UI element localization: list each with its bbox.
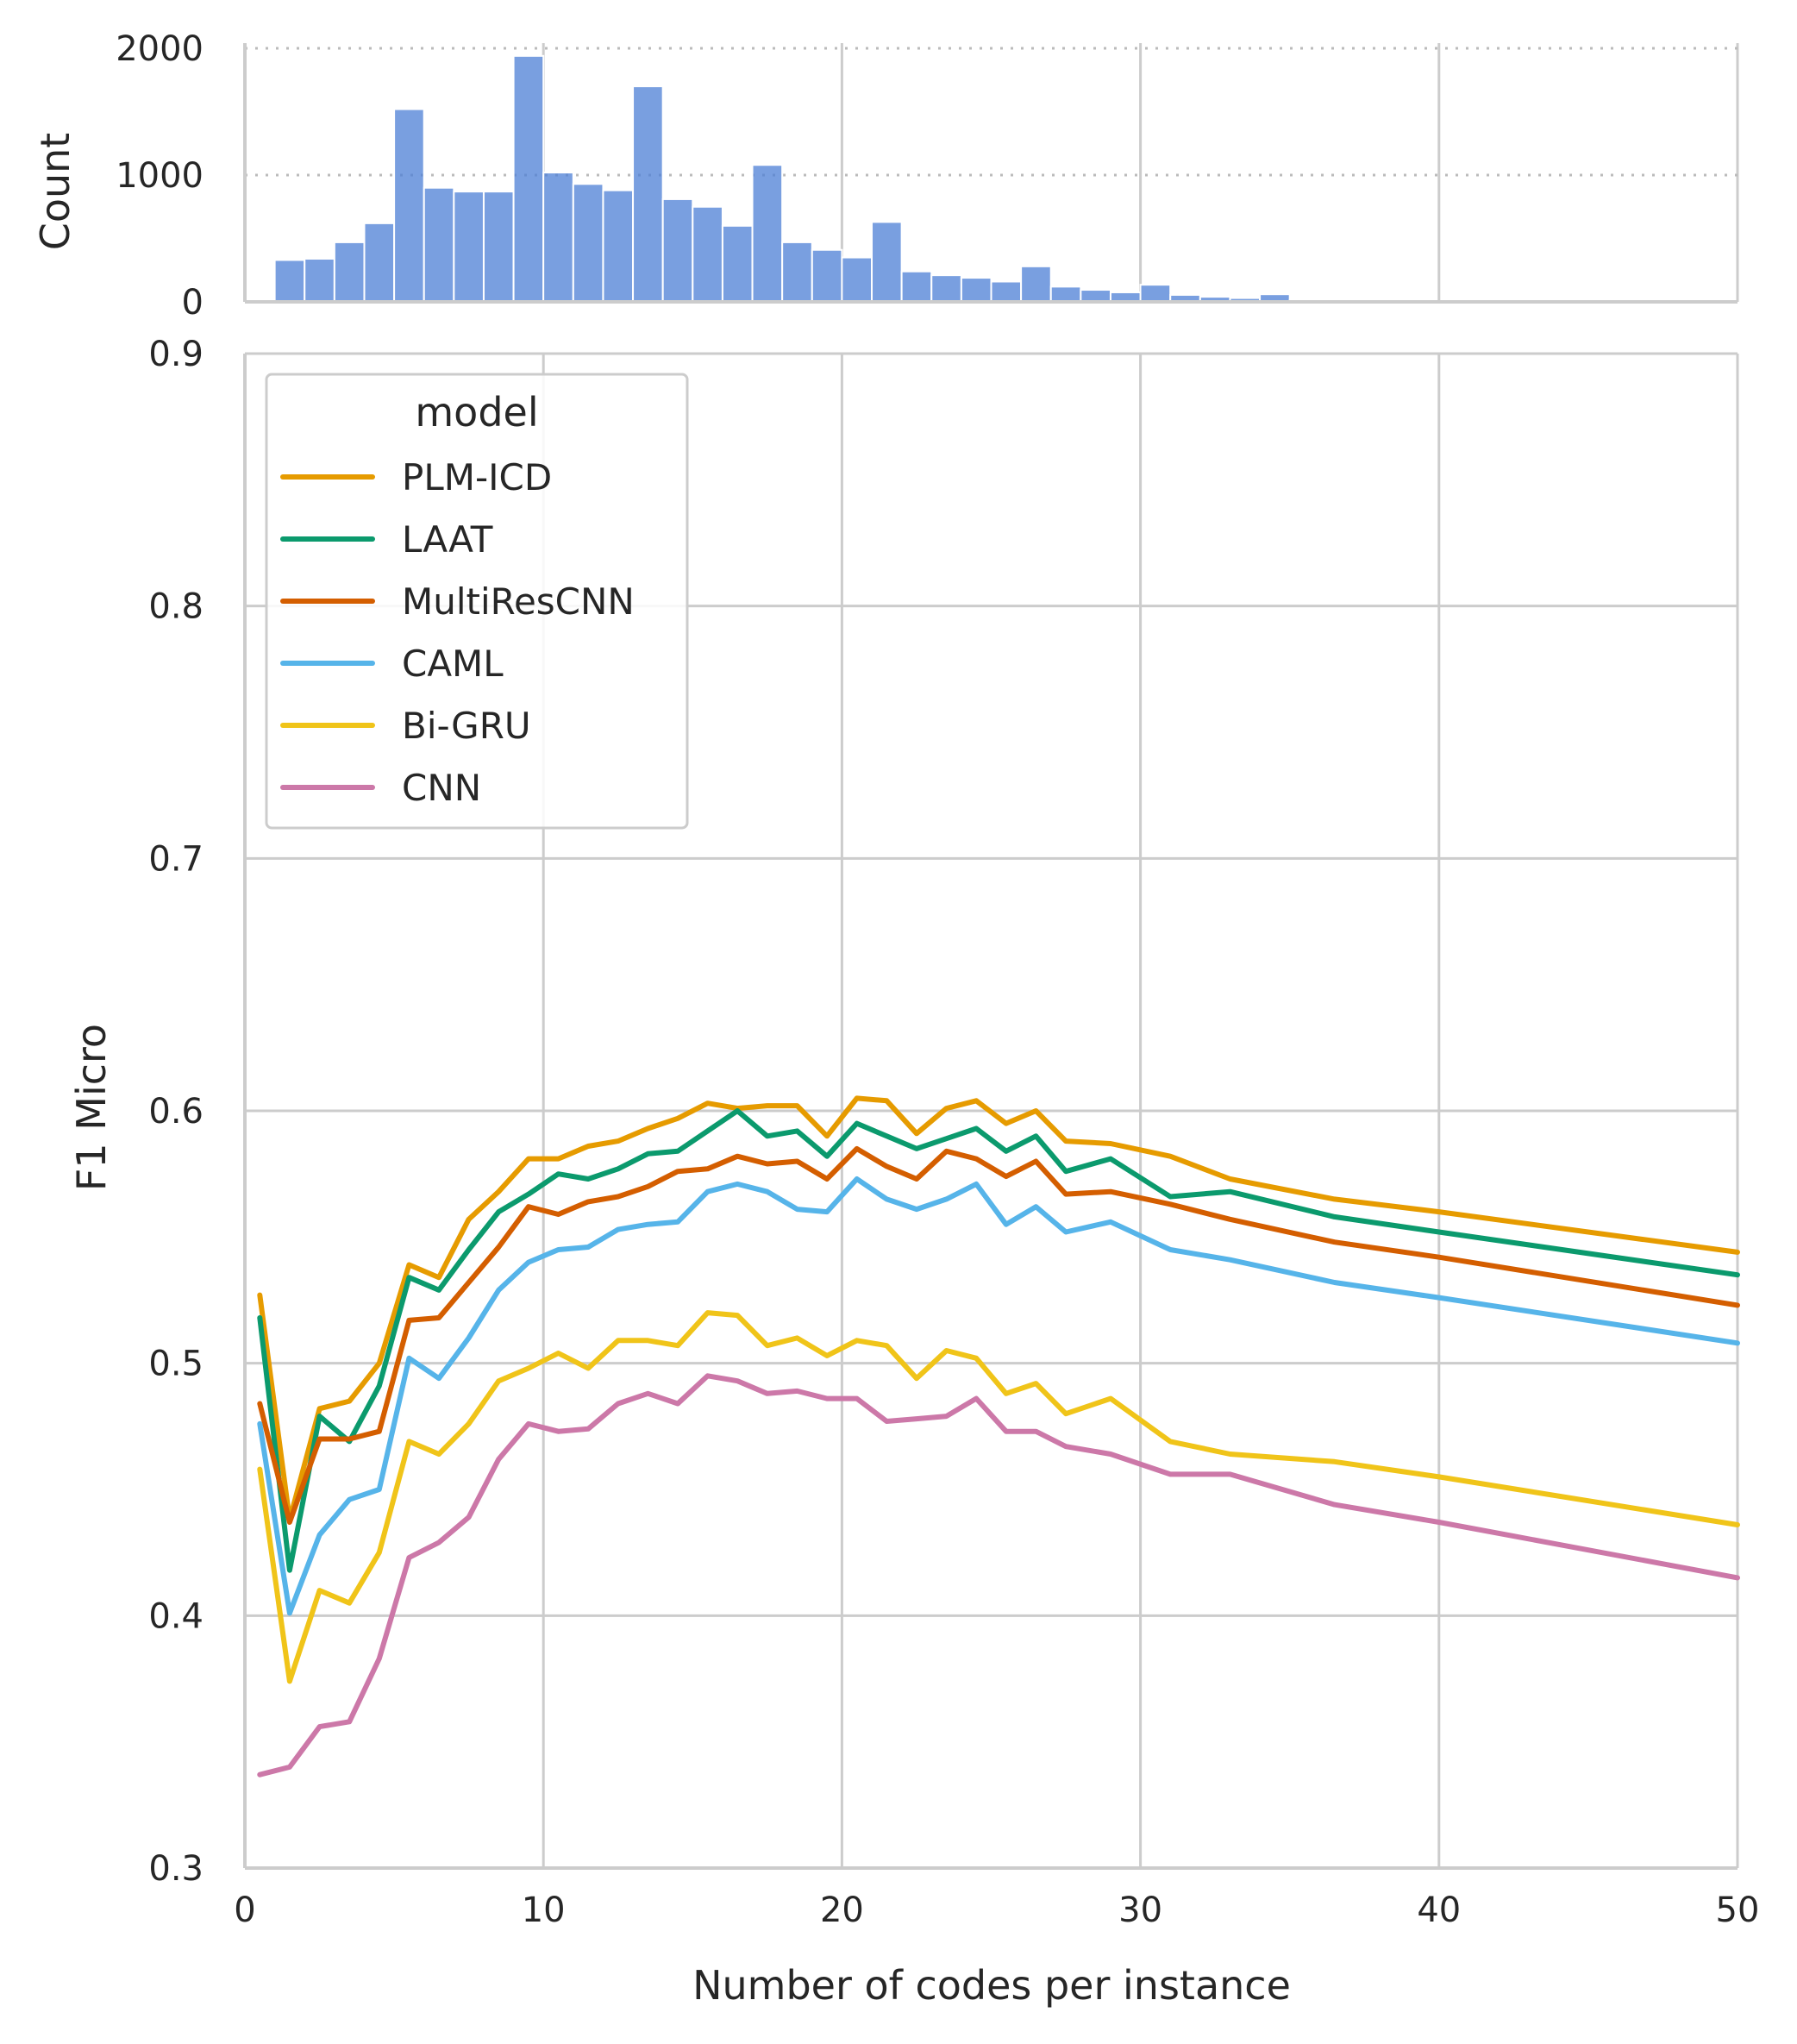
y-tick-label: 0.3 — [148, 1849, 203, 1889]
series-line-multirescnn — [257, 1145, 1740, 1525]
legend-label: LAAT — [402, 518, 493, 561]
legend-label: CNN — [402, 767, 481, 809]
histogram-y-tick-label: 2000 — [116, 29, 203, 69]
series-line-cnn — [257, 1373, 1740, 1778]
histogram-bar — [1020, 265, 1052, 303]
x-tick-label: 50 — [1716, 1890, 1760, 1930]
legend-label: Bi-GRU — [402, 705, 531, 747]
histogram-axes — [243, 43, 1738, 304]
series-line-caml — [257, 1176, 1740, 1616]
series-line-laat — [257, 1108, 1740, 1573]
histogram-bar — [273, 259, 306, 303]
line-chart-x-ticks: 0 10 20 30 40 50 — [234, 1890, 1759, 1930]
histogram-bar — [542, 172, 574, 303]
series-line-bi-gru — [257, 1310, 1740, 1684]
histogram-bar — [602, 189, 635, 303]
histogram-bar — [482, 191, 515, 303]
legend-label: MultiResCNN — [402, 580, 635, 623]
x-tick-label: 30 — [1118, 1890, 1162, 1930]
histogram-bar — [1139, 284, 1172, 303]
legend-entries: PLM-ICD LAAT MultiResCNN CAML Bi-GRU CNN — [280, 456, 635, 809]
y-tick-label: 0.8 — [148, 587, 203, 627]
histogram-bar — [781, 241, 813, 303]
legend: model PLM-ICD LAAT MultiResCNN CAML Bi-GRU CN… — [265, 373, 689, 830]
legend-label: PLM-ICD — [402, 456, 552, 498]
histogram-bar — [871, 221, 903, 304]
histogram-bar — [751, 164, 784, 303]
line-chart-series — [257, 1095, 1740, 1778]
x-tick-label: 10 — [522, 1890, 566, 1930]
histogram-y-tick-label: 1000 — [116, 156, 203, 196]
histogram-y-tick-label: 0 — [182, 283, 203, 323]
y-tick-label: 0.9 — [148, 335, 203, 374]
y-tick-label: 0.6 — [148, 1092, 203, 1132]
histogram-bar — [661, 198, 694, 303]
y-tick-label: 0.7 — [148, 839, 203, 879]
histogram-bar — [900, 270, 933, 303]
histogram-bar — [692, 205, 723, 303]
histogram-bar — [632, 85, 664, 303]
y-axis-label: F1 Micro — [68, 1024, 115, 1191]
legend-box — [265, 373, 689, 830]
y-tick-label: 0.5 — [148, 1345, 203, 1384]
histogram-bar — [1080, 289, 1111, 304]
histogram-y-ticks: 0 1000 2000 — [116, 29, 203, 323]
histogram-bar — [721, 224, 754, 303]
y-tick-label: 0.4 — [148, 1596, 203, 1636]
histogram-bar — [572, 183, 604, 303]
histogram-bars — [273, 54, 1350, 304]
x-tick-label: 40 — [1417, 1890, 1461, 1930]
line-chart-panel: 0.3 0.4 0.5 0.6 0.7 0.8 0.9 0 10 20 30 40 50 Number… — [68, 335, 1759, 2009]
histogram-panel: 0 1000 2000 Count — [32, 29, 1739, 323]
x-tick-label: 0 — [234, 1890, 255, 1930]
legend-label: CAML — [402, 643, 504, 685]
x-axis-label: Number of codes per instance — [692, 1962, 1291, 2009]
x-tick-label: 20 — [820, 1890, 864, 1930]
histogram-bar — [990, 280, 1023, 304]
histogram-y-axis-label: Count — [32, 133, 78, 251]
histogram-bar — [512, 54, 545, 303]
legend-title: model — [415, 389, 538, 436]
histogram-bar — [333, 241, 366, 303]
histogram-bar — [811, 248, 843, 304]
histogram-bar — [304, 258, 335, 303]
histogram-bar — [1049, 285, 1082, 303]
histogram-bar — [363, 222, 396, 303]
histogram-bar — [841, 256, 873, 303]
line-chart-y-ticks: 0.3 0.4 0.5 0.6 0.7 0.8 0.9 — [148, 335, 203, 1889]
histogram-bar — [453, 191, 485, 303]
line-chart-axes — [243, 354, 1738, 1870]
histogram-bar — [423, 186, 455, 303]
series-line-plm-icd — [257, 1095, 1740, 1523]
histogram-bar — [393, 108, 425, 303]
histogram-bar — [930, 274, 962, 304]
histogram-bar — [960, 277, 992, 304]
